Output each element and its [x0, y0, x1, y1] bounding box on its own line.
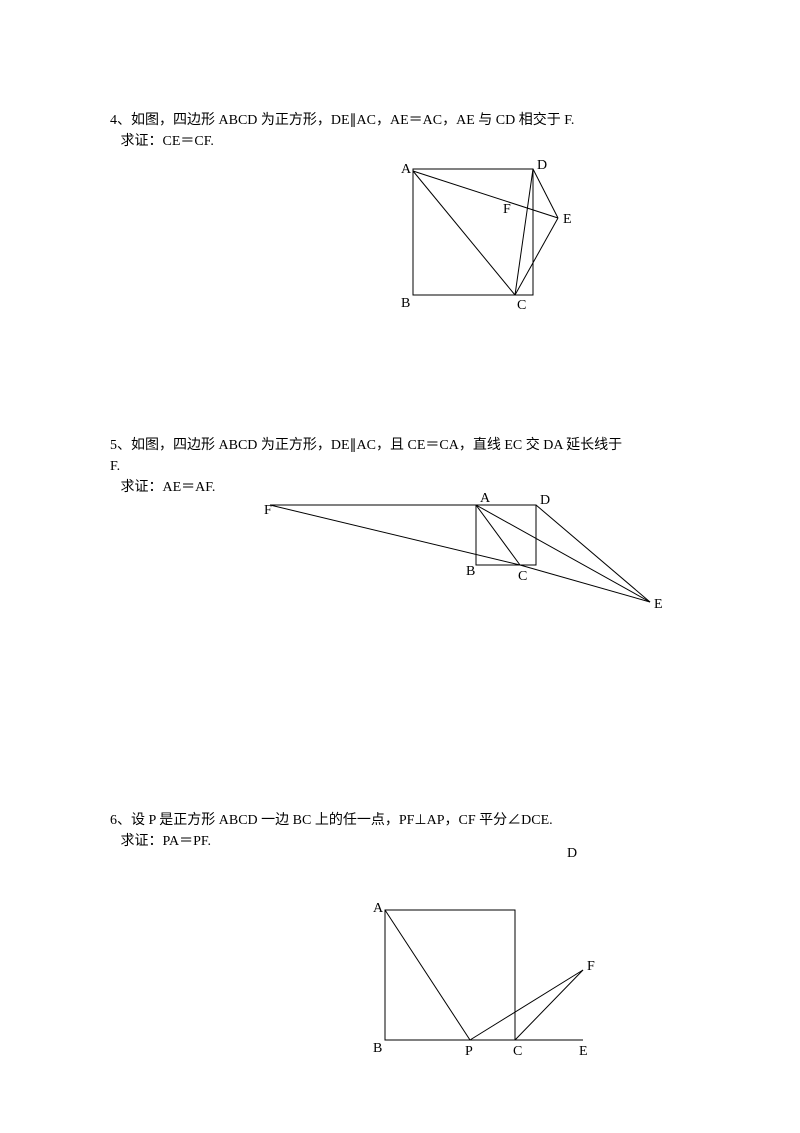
- label-A: A: [480, 491, 491, 506]
- label-B: B: [373, 1041, 382, 1056]
- problem-5-text-line2: F.: [110, 456, 710, 477]
- problem-5-text-line1: 5、如图，四边形 ABCD 为正方形，DE∥AC，且 CE＝CA，直线 EC 交…: [110, 435, 710, 456]
- label-C: C: [517, 298, 526, 313]
- label-P: P: [465, 1044, 473, 1059]
- label-D: D: [567, 843, 577, 864]
- label-C: C: [513, 1044, 522, 1059]
- label-B: B: [401, 296, 410, 311]
- problem-6-figure: A B P C E F: [365, 890, 615, 1070]
- problem-4-text-line2: 求证：CE＝CF.: [110, 131, 710, 152]
- problem-4: 4、如图，四边形 ABCD 为正方形，DE∥AC，AE＝AC，AE 与 CD 相…: [110, 110, 710, 152]
- label-D: D: [537, 158, 547, 173]
- problem-6: 6、设 P 是正方形 ABCD 一边 BC 上的任一点，PF⊥AP，CF 平分∠…: [110, 810, 710, 852]
- problem-6-text-line2: 求证：PA＝PF.: [110, 831, 710, 852]
- problem-5: 5、如图，四边形 ABCD 为正方形，DE∥AC，且 CE＝CA，直线 EC 交…: [110, 435, 710, 498]
- problem-5-figure: F A D B C E: [260, 490, 680, 630]
- label-A: A: [373, 901, 384, 916]
- label-E: E: [654, 597, 663, 612]
- label-F: F: [503, 202, 511, 217]
- page: 4、如图，四边形 ABCD 为正方形，DE∥AC，AE＝AC，AE 与 CD 相…: [0, 0, 800, 1133]
- label-E: E: [579, 1044, 588, 1059]
- label-F: F: [264, 503, 272, 518]
- problem-6-text-line1: 6、设 P 是正方形 ABCD 一边 BC 上的任一点，PF⊥AP，CF 平分∠…: [110, 810, 710, 831]
- label-E: E: [563, 212, 572, 227]
- label-B: B: [466, 564, 475, 579]
- problem-4-figure: A D B C E F: [395, 155, 595, 325]
- problem-4-text-line1: 4、如图，四边形 ABCD 为正方形，DE∥AC，AE＝AC，AE 与 CD 相…: [110, 110, 710, 131]
- label-A: A: [401, 162, 412, 177]
- label-C: C: [518, 569, 527, 584]
- label-F: F: [587, 959, 595, 974]
- label-D: D: [540, 493, 550, 508]
